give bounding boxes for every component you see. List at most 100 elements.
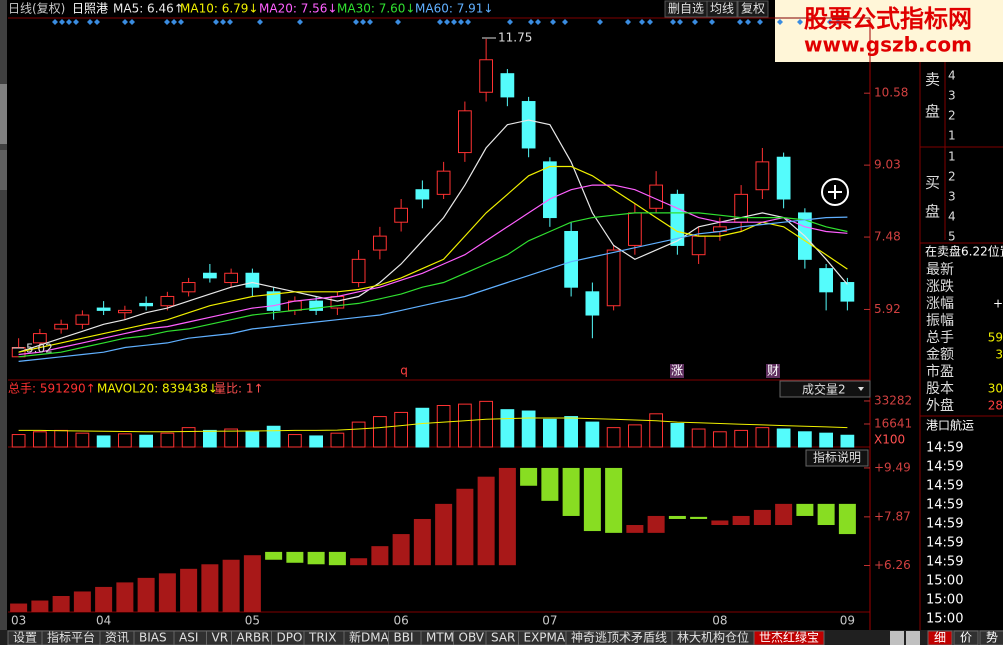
indicator-bar bbox=[647, 515, 665, 533]
tab-label[interactable]: TRIX bbox=[308, 631, 336, 645]
signal-diamond bbox=[451, 19, 457, 25]
view-tab[interactable] bbox=[953, 630, 979, 645]
volume-bar bbox=[776, 428, 791, 448]
scroll-button[interactable] bbox=[906, 631, 920, 645]
sell-level: 1 bbox=[948, 129, 956, 143]
dropdown-arrow[interactable] bbox=[858, 387, 864, 391]
tab-label[interactable]: EXPMA bbox=[524, 631, 566, 645]
field-label: 股本 bbox=[926, 381, 954, 397]
signal-diamond bbox=[835, 19, 841, 25]
indicator-bar bbox=[222, 559, 240, 612]
signal-diamond bbox=[709, 19, 715, 25]
volume-ratio: 量比: 1↑ bbox=[214, 382, 264, 396]
header-button-label[interactable]: 复权 bbox=[741, 2, 765, 16]
candle-body bbox=[54, 323, 68, 330]
signal-diamond bbox=[692, 19, 698, 25]
volume-bar bbox=[500, 409, 515, 448]
buy-level: 1 bbox=[948, 150, 956, 164]
signal-diamond bbox=[745, 19, 751, 25]
signal-diamond bbox=[395, 19, 401, 25]
field-value: 3 bbox=[995, 348, 1003, 362]
header-button-label[interactable]: 删自选 bbox=[668, 2, 704, 16]
tab-label[interactable]: 资讯 bbox=[105, 631, 129, 645]
signal-diamond bbox=[73, 19, 79, 25]
signal-diamond bbox=[94, 19, 100, 25]
event-marker: 财 bbox=[767, 364, 779, 378]
mode-label: 日线(复权) bbox=[8, 2, 65, 16]
header-button[interactable] bbox=[737, 0, 769, 18]
candle-body bbox=[309, 300, 323, 311]
tab-label[interactable]: BBI bbox=[394, 631, 414, 645]
candle-body bbox=[394, 207, 408, 223]
volume-bar bbox=[11, 434, 26, 448]
tab-label[interactable]: DPO bbox=[277, 631, 303, 645]
side-label: 盘 bbox=[925, 203, 940, 221]
indicator-bar bbox=[753, 509, 771, 526]
indicator-help-label[interactable]: 指标说明 bbox=[813, 450, 861, 465]
tab[interactable] bbox=[753, 630, 825, 645]
tab-label[interactable]: MTM bbox=[426, 631, 454, 645]
view-tab[interactable] bbox=[927, 630, 953, 645]
view-tab[interactable] bbox=[979, 630, 1003, 645]
ma-line bbox=[18, 216, 848, 362]
indicator-selector[interactable] bbox=[779, 380, 871, 398]
tab-label[interactable]: 神奇逃顶术矛盾线 bbox=[571, 631, 667, 645]
tab-label[interactable]: BIAS bbox=[139, 631, 167, 645]
tab-label[interactable]: ARBR bbox=[237, 631, 270, 645]
trade-time: 15:00 bbox=[926, 593, 963, 608]
signal-diamond bbox=[562, 19, 568, 25]
indicator-bar bbox=[52, 595, 70, 612]
side-label: 盘 bbox=[925, 103, 940, 121]
view-tab-label[interactable]: 势 bbox=[986, 631, 998, 645]
volume-bar bbox=[181, 427, 196, 448]
tab-label[interactable]: VR bbox=[212, 631, 229, 645]
tab-label[interactable]: 林大机构仓位 bbox=[677, 630, 749, 645]
tab-label[interactable]: 世杰红绿宝 bbox=[759, 630, 819, 645]
signal-diamond bbox=[444, 19, 450, 25]
candle-body bbox=[776, 156, 791, 200]
indicator-bar bbox=[350, 558, 368, 566]
view-tab-label[interactable]: 价 bbox=[960, 631, 972, 645]
indicator-selector-label[interactable]: 成交量2 bbox=[802, 382, 846, 397]
tab-label[interactable]: OBV bbox=[459, 631, 485, 645]
order-status: 在卖盘6.22位置 bbox=[925, 244, 1003, 259]
indicator-bar bbox=[31, 600, 49, 612]
signal-diamond bbox=[757, 19, 763, 25]
legend-item: MA60: 7.91↓ bbox=[415, 2, 493, 16]
tab-label[interactable]: ASI bbox=[179, 631, 198, 645]
event-marker: 涨 bbox=[671, 363, 683, 378]
legend-item: 总手: 591290↑ bbox=[8, 382, 96, 396]
annotation: 5.02 bbox=[26, 342, 53, 356]
tab-label[interactable]: 指标平台 bbox=[47, 630, 95, 645]
buy-level: 2 bbox=[948, 170, 956, 184]
header-button[interactable] bbox=[706, 0, 738, 18]
signal-diamond bbox=[777, 19, 783, 25]
volume-bar bbox=[75, 432, 90, 448]
field-label: 振幅 bbox=[926, 313, 954, 329]
signal-diamond bbox=[178, 19, 184, 25]
indicator-help-button[interactable] bbox=[805, 449, 869, 467]
tab-label[interactable]: 新DMA bbox=[349, 630, 390, 645]
sell-level: 4 bbox=[948, 69, 956, 83]
event-marker: q bbox=[400, 364, 408, 378]
signal-diamond bbox=[437, 19, 443, 25]
x-tick-label: 03 bbox=[11, 614, 26, 628]
trade-time: 14:59 bbox=[926, 441, 963, 456]
volume-bar bbox=[840, 434, 855, 448]
buy-level: 4 bbox=[948, 210, 956, 224]
indicator-bar bbox=[371, 546, 389, 566]
scroll-button[interactable] bbox=[890, 631, 904, 645]
x-tick-label: 06 bbox=[393, 614, 408, 628]
tab-label[interactable]: SAR bbox=[491, 631, 515, 645]
tab-label[interactable]: 设置 bbox=[13, 631, 37, 645]
field-label: 外盘 bbox=[926, 397, 954, 414]
indicator-bar bbox=[583, 467, 601, 532]
view-tab-label[interactable]: 细 bbox=[934, 631, 946, 645]
y-tick-label: 16641 bbox=[874, 416, 912, 430]
volume-bar bbox=[96, 435, 111, 448]
trade-time: 14:59 bbox=[926, 498, 963, 513]
volume-bar bbox=[819, 432, 833, 448]
indicator-bar bbox=[158, 573, 176, 612]
header-button-label[interactable]: 均线 bbox=[710, 2, 734, 16]
signal-diamond bbox=[122, 19, 128, 25]
